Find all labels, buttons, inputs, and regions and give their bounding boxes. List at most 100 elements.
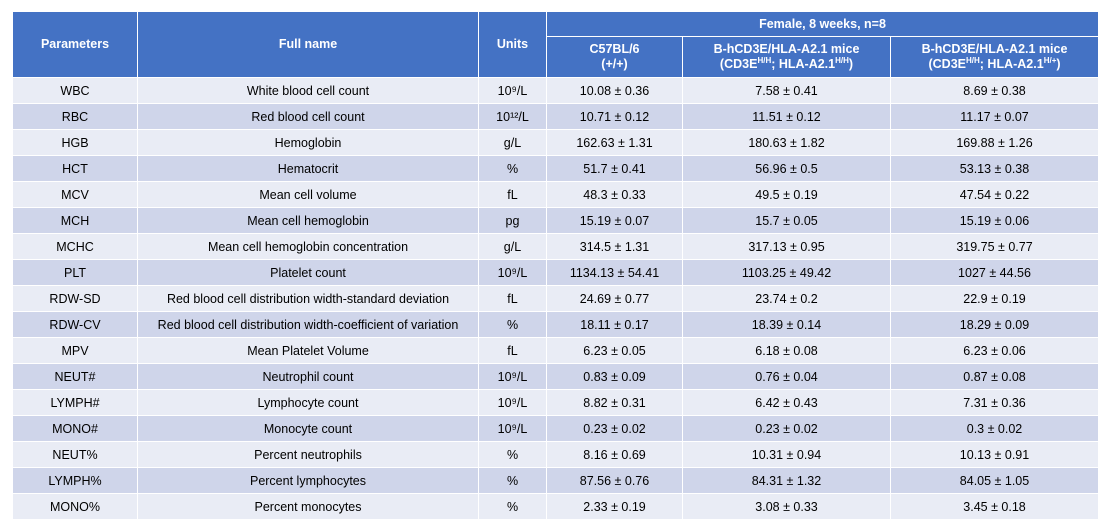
- cell-heterozygous: 15.19 ± 0.06: [889, 207, 1100, 234]
- cell-c57bl6: 2.33 ± 0.19: [546, 493, 683, 520]
- table-row: RDW-SD Red blood cell distribution width-…: [12, 285, 1100, 312]
- cell-parameter: NEUT#: [12, 363, 138, 390]
- cell-homozygous: 6.18 ± 0.08: [682, 337, 891, 364]
- cell-parameter: MONO%: [12, 493, 138, 520]
- cell-parameter: MCHC: [12, 233, 138, 260]
- cell-homozygous: 18.39 ± 0.14: [682, 311, 891, 338]
- cell-c57bl6: 48.3 ± 0.33: [546, 181, 683, 208]
- header-full-name: Full name: [137, 11, 479, 78]
- cell-parameter: LYMPH#: [12, 389, 138, 416]
- header-group: Female, 8 weeks, n=8: [545, 11, 1100, 37]
- cell-heterozygous: 11.17 ± 0.07: [889, 103, 1100, 130]
- cell-unit: pg: [478, 207, 547, 234]
- cell-heterozygous: 6.23 ± 0.06: [889, 337, 1100, 364]
- cell-unit: 10¹²/L: [478, 103, 547, 130]
- cell-full-name: Hemoglobin: [137, 129, 479, 156]
- cell-heterozygous: 1027 ± 44.56: [889, 259, 1100, 286]
- header-units: Units: [478, 11, 547, 78]
- table-row: MPV Mean Platelet Volume fL 6.23 ± 0.05 6.18…: [12, 337, 1100, 364]
- cell-homozygous: 10.31 ± 0.94: [682, 441, 891, 468]
- cell-unit: %: [478, 441, 547, 468]
- cell-heterozygous: 0.87 ± 0.08: [889, 363, 1100, 390]
- cell-c57bl6: 6.23 ± 0.05: [546, 337, 683, 364]
- cell-heterozygous: 84.05 ± 1.05: [889, 467, 1100, 494]
- cell-homozygous: 317.13 ± 0.95: [682, 233, 891, 260]
- header-heterozygous-genotype: (CD3EH/H; HLA-A2.1H/+): [928, 55, 1061, 71]
- cell-heterozygous: 53.13 ± 0.38: [889, 155, 1100, 182]
- cell-full-name: Mean Platelet Volume: [137, 337, 479, 364]
- cell-unit: fL: [478, 285, 547, 312]
- cell-c57bl6: 24.69 ± 0.77: [546, 285, 683, 312]
- cell-unit: 10⁹/L: [478, 415, 547, 442]
- cell-homozygous: 0.76 ± 0.04: [682, 363, 891, 390]
- cell-c57bl6: 51.7 ± 0.41: [546, 155, 683, 182]
- cell-full-name: White blood cell count: [137, 77, 479, 104]
- cell-parameter: MPV: [12, 337, 138, 364]
- cell-full-name: Platelet count: [137, 259, 479, 286]
- header-parameters: Parameters: [12, 11, 138, 78]
- cell-homozygous: 0.23 ± 0.02: [682, 415, 891, 442]
- header-heterozygous: B-hCD3E/HLA-A2.1 mice (CD3EH/H; HLA-A2.1…: [889, 36, 1100, 78]
- cell-homozygous: 7.58 ± 0.41: [682, 77, 891, 104]
- cell-homozygous: 11.51 ± 0.12: [682, 103, 891, 130]
- cell-c57bl6: 8.16 ± 0.69: [546, 441, 683, 468]
- cell-parameter: RBC: [12, 103, 138, 130]
- table-row: NEUT# Neutrophil count 10⁹/L 0.83 ± 0.09 0.7…: [12, 363, 1100, 390]
- cell-heterozygous: 22.9 ± 0.19: [889, 285, 1100, 312]
- cell-homozygous: 23.74 ± 0.2: [682, 285, 891, 312]
- cell-parameter: PLT: [12, 259, 138, 286]
- header-heterozygous-strain: B-hCD3E/HLA-A2.1 mice: [921, 42, 1068, 56]
- cell-homozygous: 1103.25 ± 49.42: [682, 259, 891, 286]
- table-row: HGB Hemoglobin g/L 162.63 ± 1.31 180.63 ± 1.…: [12, 129, 1100, 156]
- table-row: LYMPH% Percent lymphocytes% 87.56 ± 0.76 84…: [12, 467, 1100, 494]
- cell-parameter: MCV: [12, 181, 138, 208]
- cell-homozygous: 84.31 ± 1.32: [682, 467, 891, 494]
- table-body: WBC White blood cell count 10⁹/L 10.08 ± 0.…: [12, 77, 1100, 520]
- cell-c57bl6: 0.23 ± 0.02: [546, 415, 683, 442]
- cell-unit: fL: [478, 337, 547, 364]
- cell-heterozygous: 10.13 ± 0.91: [889, 441, 1100, 468]
- cell-c57bl6: 8.82 ± 0.31: [546, 389, 683, 416]
- cell-full-name: Percent monocytes: [137, 493, 479, 520]
- cell-c57bl6: 87.56 ± 0.76: [546, 467, 683, 494]
- cell-parameter: HCT: [12, 155, 138, 182]
- cell-parameter: MONO#: [12, 415, 138, 442]
- cell-unit: %: [478, 155, 547, 182]
- table-row: MONO% Percent monocytes% 2.33 ± 0.19 3.08 ±…: [12, 493, 1100, 520]
- cell-unit: g/L: [478, 233, 547, 260]
- cell-c57bl6: 18.11 ± 0.17: [546, 311, 683, 338]
- cell-full-name: Monocyte count: [137, 415, 479, 442]
- cell-parameter: WBC: [12, 77, 138, 104]
- table-row: WBC White blood cell count 10⁹/L 10.08 ± 0.…: [12, 77, 1100, 104]
- cell-heterozygous: 47.54 ± 0.22: [889, 181, 1100, 208]
- cell-homozygous: 49.5 ± 0.19: [682, 181, 891, 208]
- table-row: NEUT% Percent neutrophils% 8.16 ± 0.69 10.3…: [12, 441, 1100, 468]
- table-row: HCT Hematocrit% 51.7 ± 0.41 56.96 ± 0.5 53.1…: [12, 155, 1100, 182]
- cell-full-name: Red blood cell count: [137, 103, 479, 130]
- cell-parameter: LYMPH%: [12, 467, 138, 494]
- cell-unit: 10⁹/L: [478, 363, 547, 390]
- cell-full-name: Mean cell volume: [137, 181, 479, 208]
- cell-parameter: RDW-SD: [12, 285, 138, 312]
- cell-heterozygous: 3.45 ± 0.18: [889, 493, 1100, 520]
- cell-unit: 10⁹/L: [478, 389, 547, 416]
- cell-full-name: Lymphocyte count: [137, 389, 479, 416]
- cell-c57bl6: 15.19 ± 0.07: [546, 207, 683, 234]
- header-homozygous-genotype: (CD3EH/H; HLA-A2.1H/H): [719, 55, 854, 71]
- table-row: MCH Mean cell hemoglobin pg 15.19 ± 0.07 15.…: [12, 207, 1100, 234]
- cell-c57bl6: 0.83 ± 0.09: [546, 363, 683, 390]
- cell-unit: %: [478, 311, 547, 338]
- cell-heterozygous: 8.69 ± 0.38: [889, 77, 1100, 104]
- cell-heterozygous: 18.29 ± 0.09: [889, 311, 1100, 338]
- header-homozygous: B-hCD3E/HLA-A2.1 mice (CD3EH/H; HLA-A2.1…: [682, 36, 891, 78]
- cell-full-name: Red blood cell distribution width-standa…: [137, 285, 479, 312]
- cell-c57bl6: 1134.13 ± 54.41: [546, 259, 683, 286]
- table-row: MONO# Monocyte count 10⁹/L 0.23 ± 0.02 0.23 …: [12, 415, 1100, 442]
- table-row: LYMPH# Lymphocyte count 10⁹/L 8.82 ± 0.31 6.…: [12, 389, 1100, 416]
- hematology-table: Parameters Full name Units Female, 8 wee…: [12, 11, 1100, 520]
- cell-unit: g/L: [478, 129, 547, 156]
- cell-full-name: Percent lymphocytes: [137, 467, 479, 494]
- cell-unit: %: [478, 467, 547, 494]
- cell-homozygous: 3.08 ± 0.33: [682, 493, 891, 520]
- table-row: MCHC Mean cell hemoglobin concentration g/…: [12, 233, 1100, 260]
